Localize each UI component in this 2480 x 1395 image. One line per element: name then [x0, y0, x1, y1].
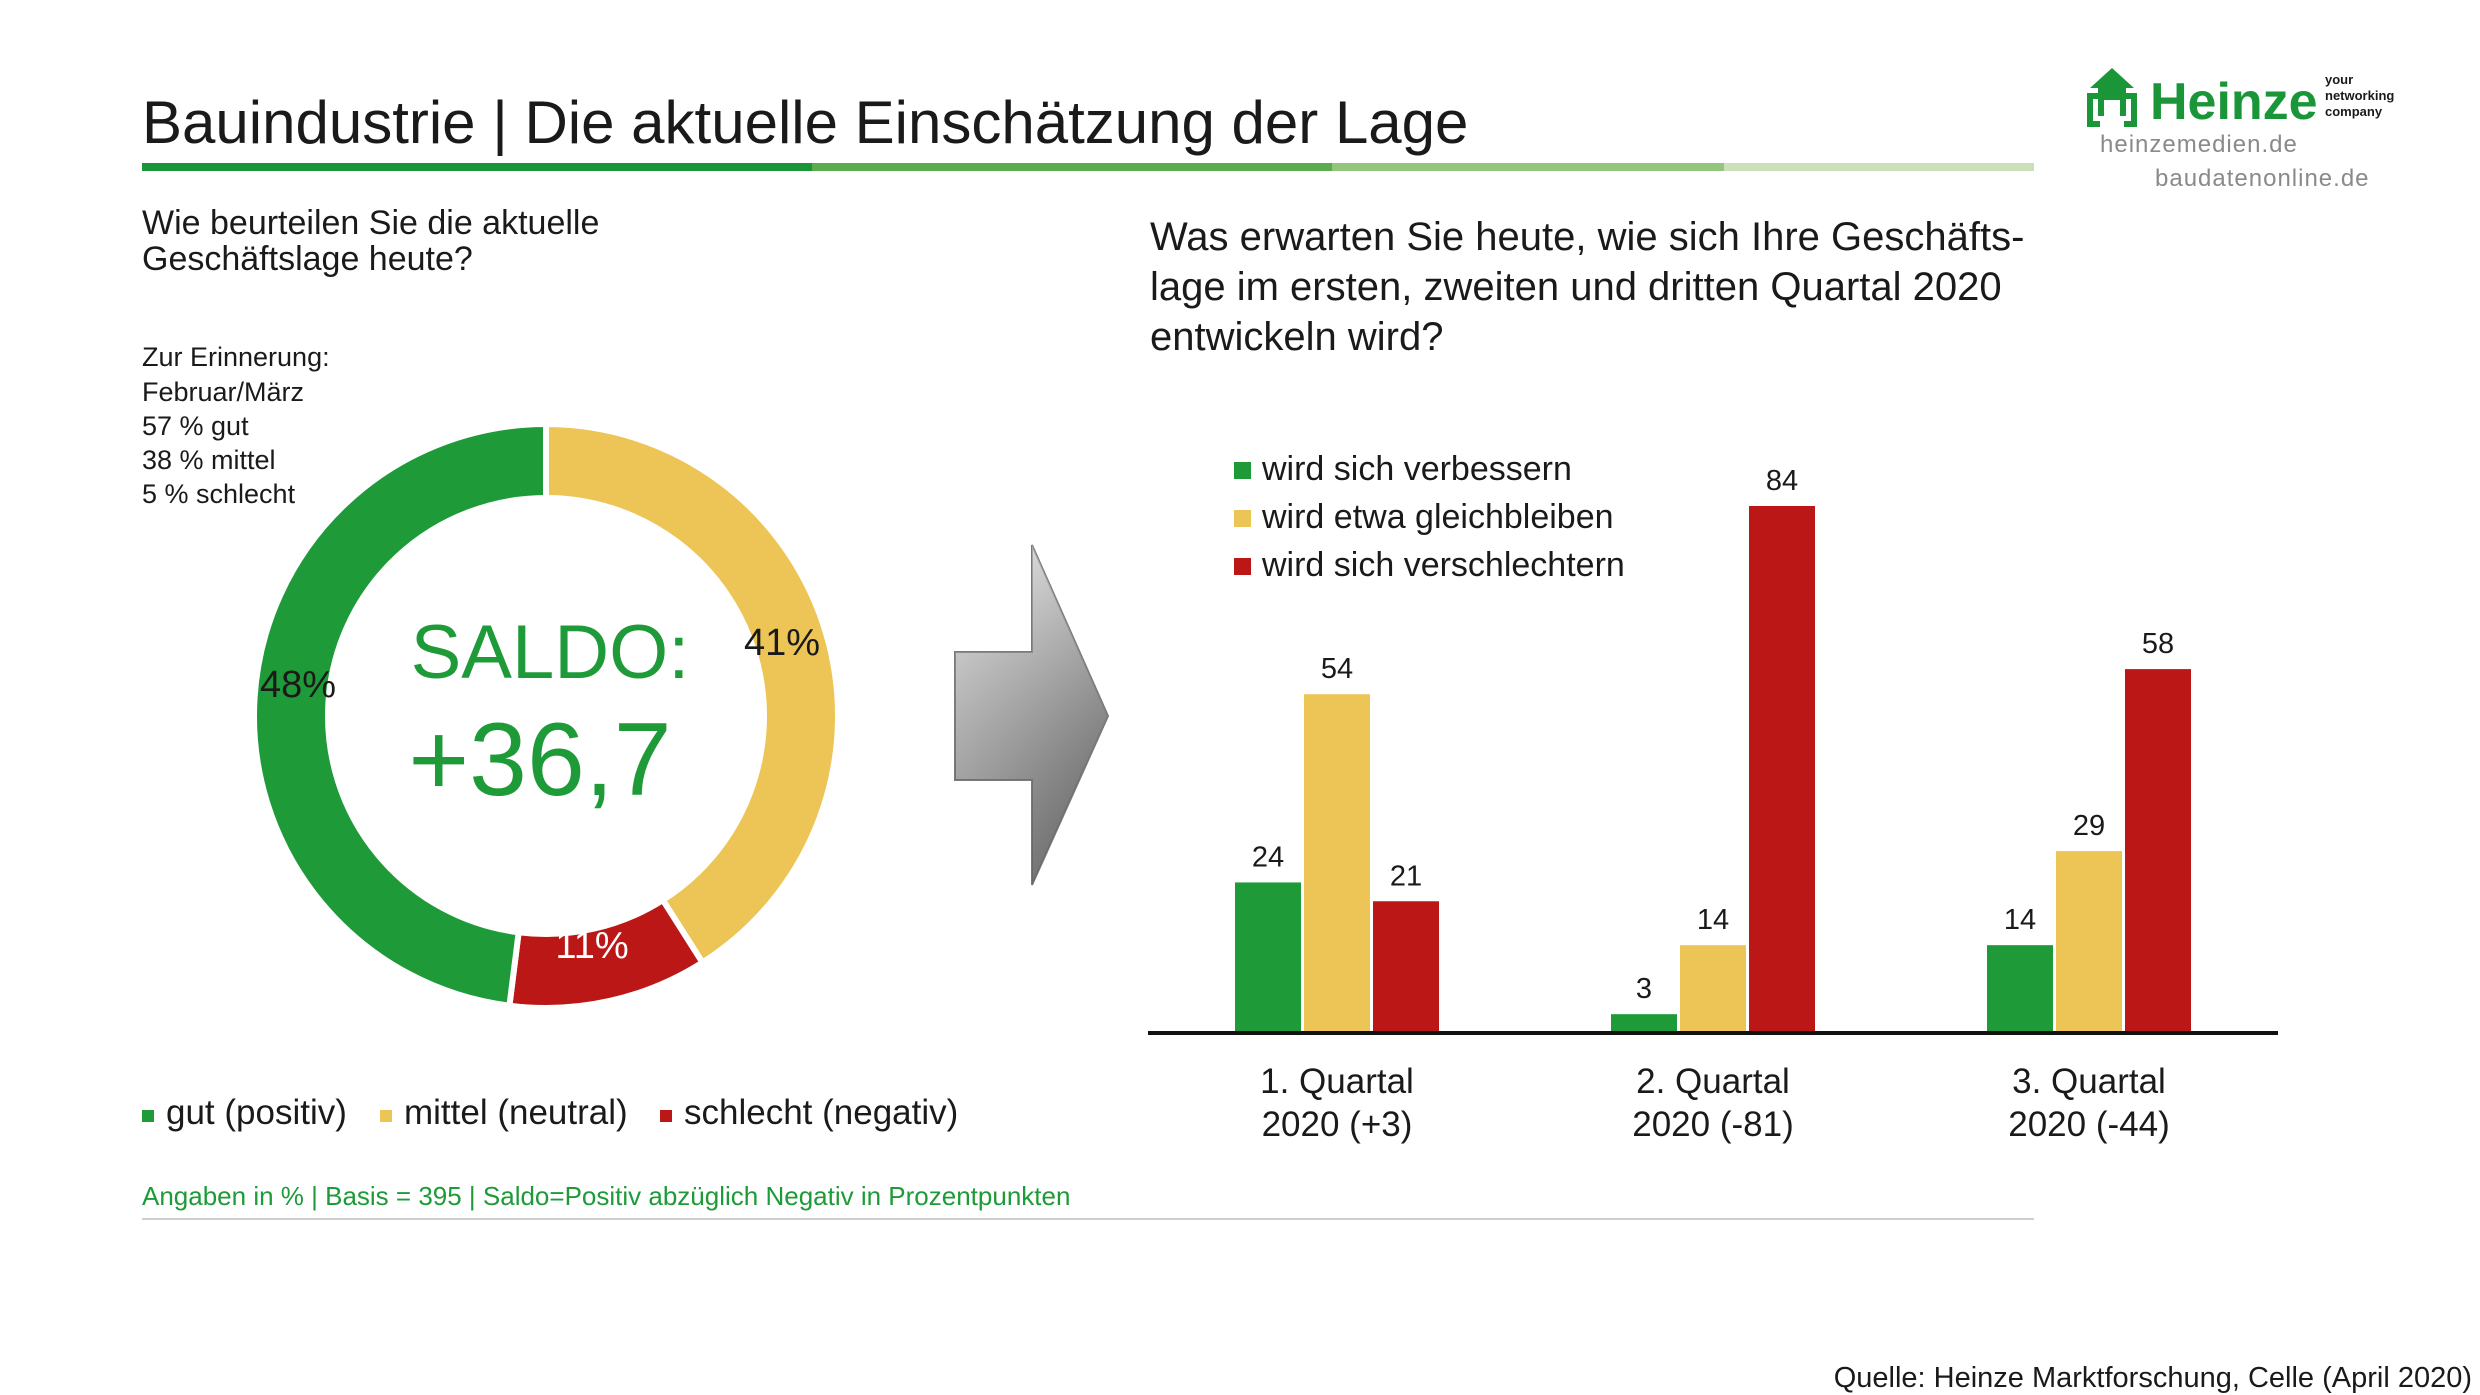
bar-q3-series-2 — [2056, 851, 2122, 1033]
donut-legend-label-3: schlecht (negativ) — [684, 1093, 958, 1132]
donut-labels: 48% 41% 11% — [260, 622, 820, 967]
bar-legend-marker-1 — [1234, 462, 1251, 479]
donut-slice-positive — [251, 420, 549, 1010]
reminder-line-1: Zur Erinnerung: — [142, 342, 330, 372]
bar-chart: 24 54 21 1. Quartal 2020 (+3) 3 14 84 2. Quartal… — [1148, 465, 2278, 1144]
donut-legend-label-2: mittel (neutral) — [404, 1093, 628, 1132]
donut-legend-label-1: gut (positiv) — [166, 1093, 347, 1132]
left-question-line-2: Geschäftslage heute? — [142, 240, 473, 278]
donut-value-label-neutral: 41% — [744, 622, 820, 664]
bar-value-label-q1-series-3: 21 — [1390, 860, 1422, 892]
donut-legend-marker-2 — [380, 1110, 392, 1122]
donut-value-label-positive: 48% — [260, 664, 336, 706]
source-note: Quelle: Heinze Marktforschung, Celle (Ap… — [1834, 1362, 2472, 1394]
right-question-line-2: lage im ersten, zweiten und dritten Quar… — [1150, 265, 2002, 309]
donut-chart — [251, 420, 841, 1011]
bar-value-label-q2-series-2: 14 — [1697, 904, 1729, 936]
title-underline — [142, 163, 2034, 171]
category-label-q2-line-2: 2020 (-81) — [1632, 1105, 1793, 1144]
donut-slice-neutral — [543, 420, 841, 967]
heinze-tagline-3: company — [2325, 104, 2383, 119]
heinze-logo-icon — [2087, 68, 2137, 127]
category-label-q1-line-2: 2020 (+3) — [1262, 1105, 1413, 1144]
bar-value-label-q3-series-1: 14 — [2004, 904, 2036, 936]
bar-legend-label-2: wird etwa gleichbleiben — [1261, 498, 1614, 536]
arrow-right-icon — [954, 544, 1110, 886]
donut-value-label-negative: 11% — [555, 925, 628, 967]
bar-legend-label-1: wird sich verbessern — [1261, 450, 1572, 488]
page-title: Bauindustrie | Die aktuelle Einschätzung… — [142, 89, 1468, 156]
heinze-logo: Heinze your networking company — [2087, 68, 2394, 131]
bar-q1-series-1 — [1235, 882, 1301, 1033]
bar-value-label-q3-series-2: 29 — [2073, 810, 2105, 842]
footnote-divider — [142, 1218, 2034, 1220]
heinze-tagline-2: networking — [2325, 88, 2394, 103]
left-question-line-1: Wie beurteilen Sie die aktuelle — [142, 204, 599, 242]
donut-legend-marker-3 — [660, 1110, 672, 1122]
donut-legend-marker-1 — [142, 1110, 154, 1122]
bar-q2-series-1 — [1611, 1014, 1677, 1033]
reminder-block: Zur Erinnerung: Februar/März 57 % gut 38… — [142, 342, 330, 509]
saldo-value: +36,7 — [408, 702, 671, 818]
bar-value-label-q3-series-3: 58 — [2142, 628, 2174, 660]
bar-legend: wird sich verbessern wird etwa gleichblei… — [1234, 450, 1625, 584]
saldo-label: SALDO: — [411, 610, 690, 695]
x-axis-line — [1148, 1031, 2278, 1035]
category-label-q3-line-1: 3. Quartal — [2012, 1062, 2166, 1101]
heinze-tagline-1: your — [2325, 72, 2353, 87]
right-question-line-1: Was erwarten Sie heute, wie sich Ihre Ge… — [1150, 215, 2024, 259]
reminder-line-3: 57 % gut — [142, 411, 249, 441]
link-heinzemedien[interactable]: heinzemedien.de — [2100, 131, 2298, 158]
bar-legend-marker-2 — [1234, 510, 1251, 527]
bar-value-label-q1-series-2: 54 — [1321, 653, 1353, 685]
category-label-q3-line-2: 2020 (-44) — [2008, 1105, 2169, 1144]
reminder-line-4: 38 % mittel — [142, 445, 276, 475]
bar-q1-series-2 — [1304, 694, 1370, 1033]
bar-q2-series-3 — [1749, 506, 1815, 1033]
link-baudatenonline[interactable]: baudatenonline.de — [2155, 165, 2370, 192]
bar-legend-label-3: wird sich verschlechtern — [1261, 546, 1625, 584]
bar-legend-marker-3 — [1234, 558, 1251, 575]
reminder-line-5: 5 % schlecht — [142, 479, 296, 509]
category-label-q1-line-1: 1. Quartal — [1260, 1062, 1414, 1101]
footnote: Angaben in % | Basis = 395 | Saldo=Posit… — [142, 1181, 1070, 1211]
bar-value-label-q2-series-3: 84 — [1766, 465, 1798, 497]
reminder-line-2: Februar/März — [142, 377, 304, 407]
bar-q2-series-2 — [1680, 945, 1746, 1033]
bar-q3-series-3 — [2125, 669, 2191, 1033]
bar-value-label-q1-series-1: 24 — [1252, 841, 1284, 873]
bar-value-label-q2-series-1: 3 — [1636, 973, 1652, 1005]
bar-q3-series-1 — [1987, 945, 2053, 1033]
donut-legend: gut (positiv) mittel (neutral) schlecht (n… — [142, 1093, 958, 1132]
heinze-logo-text: Heinze — [2150, 73, 2318, 131]
category-label-q2-line-1: 2. Quartal — [1636, 1062, 1790, 1101]
bar-q1-series-3 — [1373, 901, 1439, 1033]
right-question-line-3: entwickeln wird? — [1150, 315, 1443, 359]
